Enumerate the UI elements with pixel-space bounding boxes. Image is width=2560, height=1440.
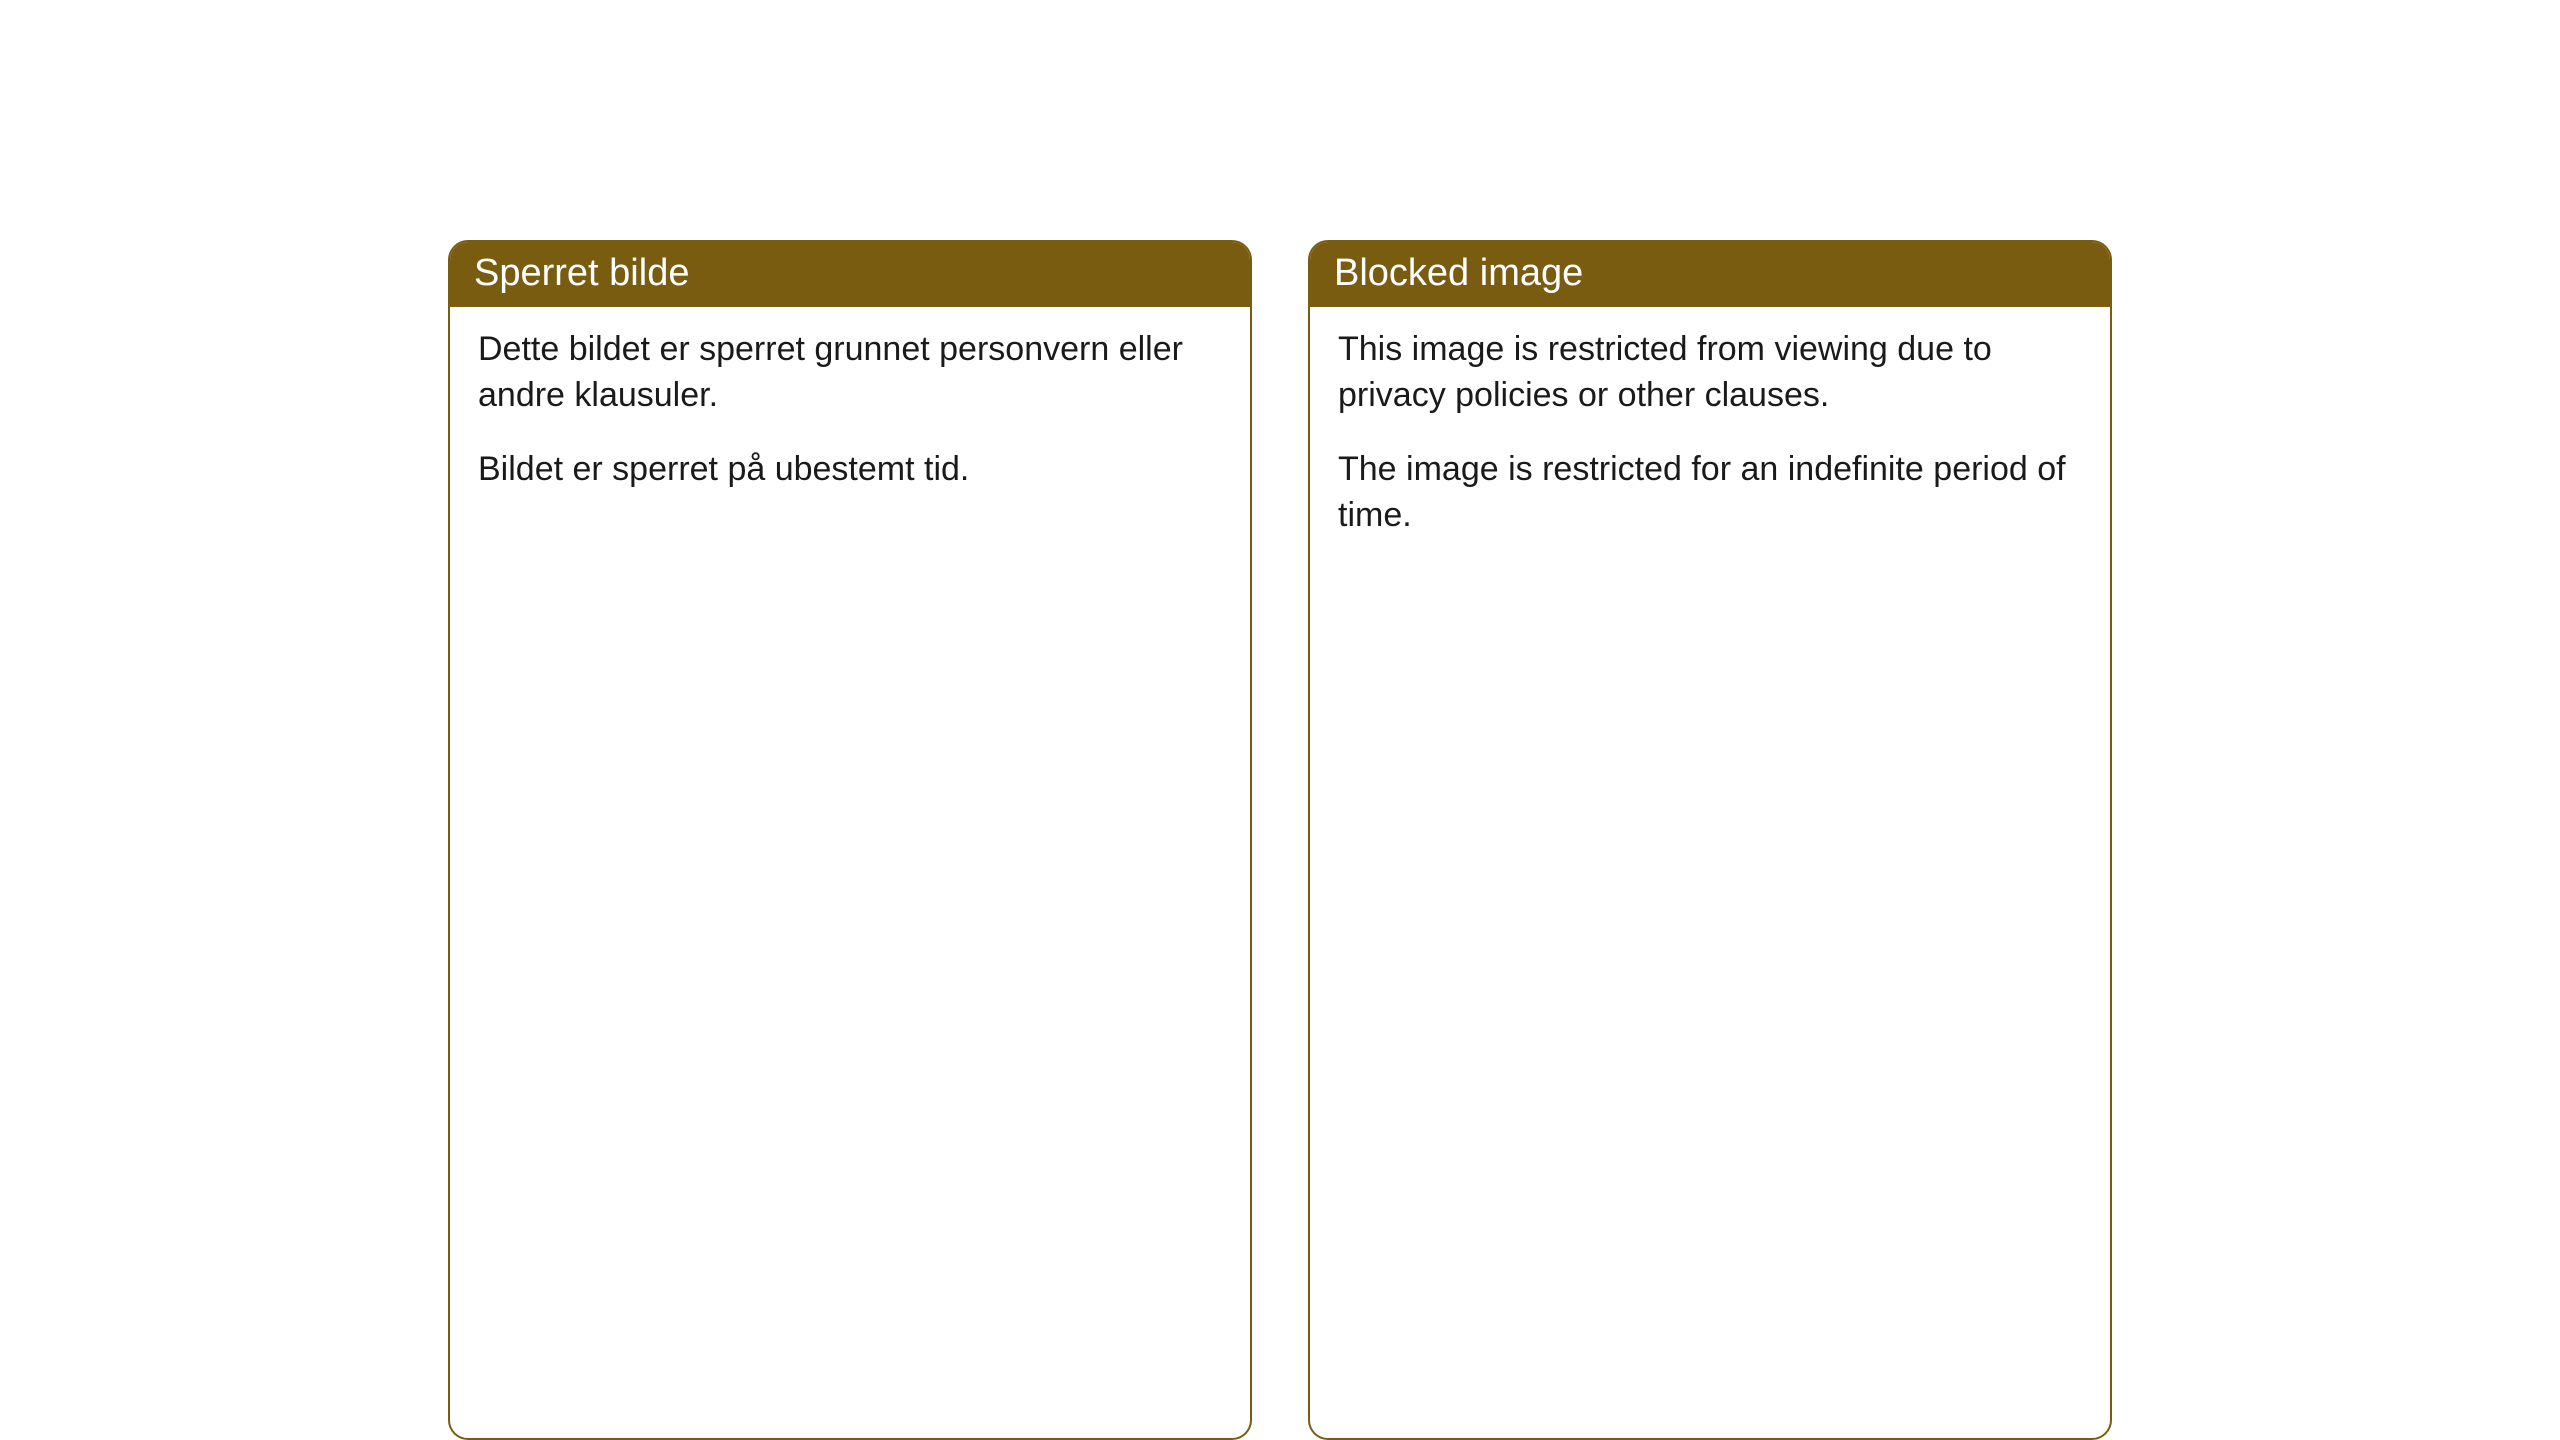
notice-header-norwegian: Sperret bilde xyxy=(450,242,1250,307)
notice-title-english: Blocked image xyxy=(1334,252,1583,294)
notice-header-english: Blocked image xyxy=(1310,242,2110,307)
notice-body-norwegian: Dette bildet er sperret grunnet personve… xyxy=(450,307,1250,529)
notice-text-norwegian-2: Bildet er sperret på ubestemt tid. xyxy=(478,447,1222,493)
notice-card-norwegian: Sperret bilde Dette bildet er sperret gr… xyxy=(448,240,1252,1440)
notice-body-english: This image is restricted from viewing du… xyxy=(1310,307,2110,563)
notice-text-english-1: This image is restricted from viewing du… xyxy=(1338,327,2082,419)
notice-text-english-2: The image is restricted for an indefinit… xyxy=(1338,447,2082,539)
notice-title-norwegian: Sperret bilde xyxy=(474,252,689,294)
notice-card-english: Blocked image This image is restricted f… xyxy=(1308,240,2112,1440)
notice-container: Sperret bilde Dette bildet er sperret gr… xyxy=(448,240,2112,1440)
notice-text-norwegian-1: Dette bildet er sperret grunnet personve… xyxy=(478,327,1222,419)
